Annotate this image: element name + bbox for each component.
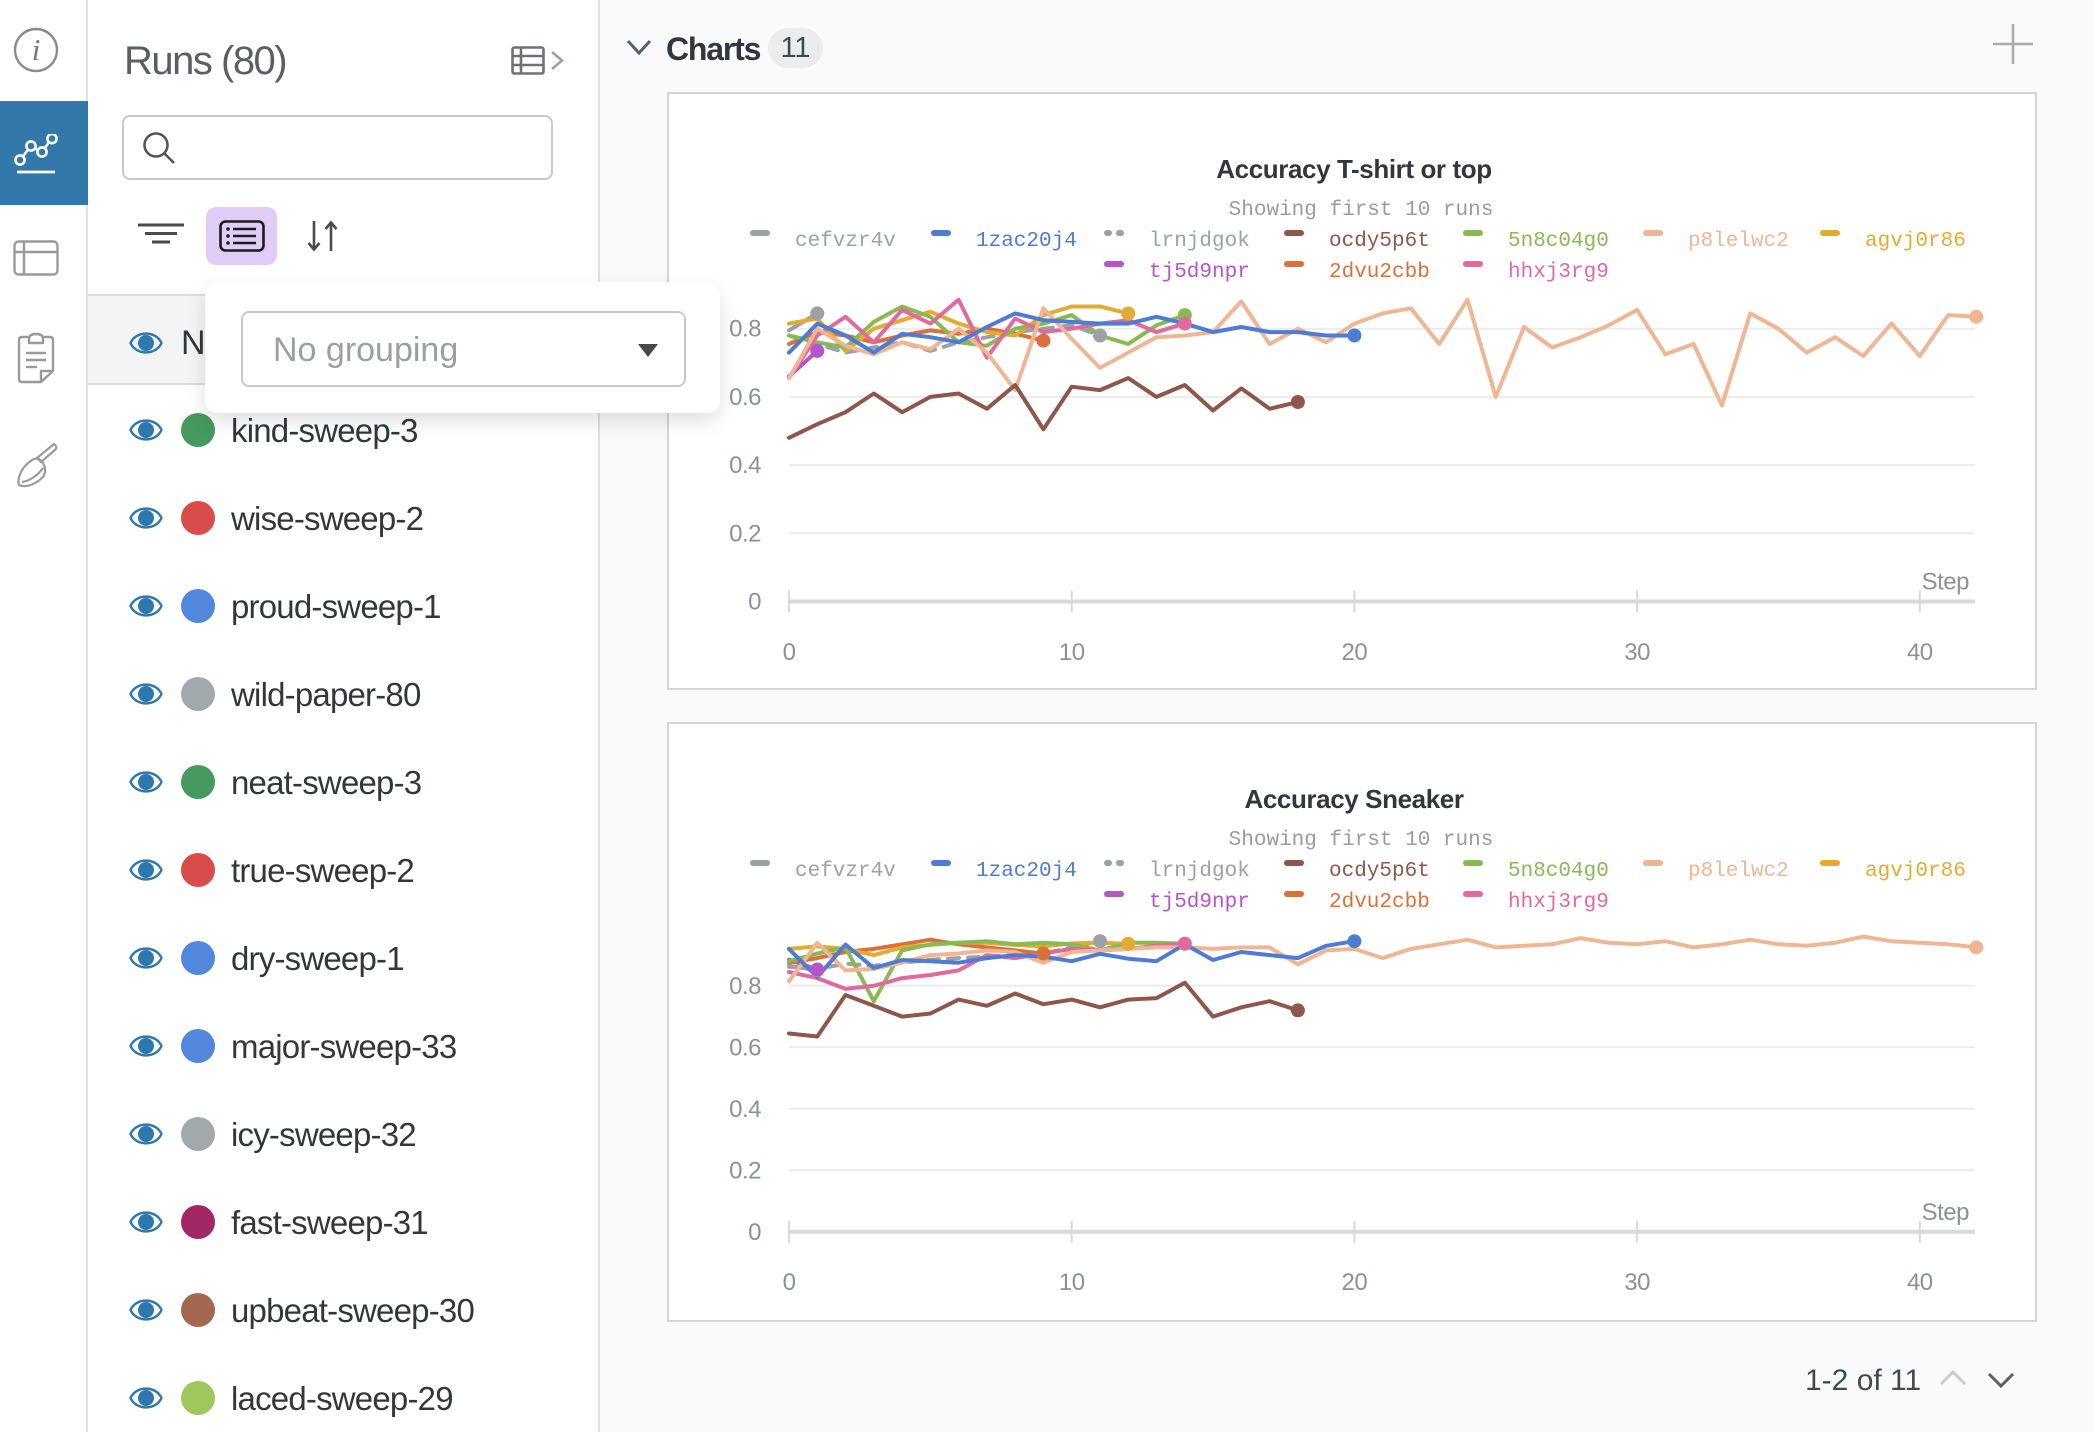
svg-text:1zac20j4: 1zac20j4 [976, 230, 1077, 253]
svg-text:lrnjdgok: lrnjdgok [1149, 860, 1250, 883]
svg-text:Accuracy T-shirt or top: Accuracy T-shirt or top [1216, 154, 1491, 184]
svg-text:20: 20 [1342, 639, 1368, 666]
svg-text:Showing first 10 runs: Showing first 10 runs [1229, 829, 1494, 852]
svg-text:30: 30 [1624, 1269, 1650, 1296]
svg-text:0: 0 [748, 589, 761, 616]
svg-text:0: 0 [783, 639, 796, 666]
svg-text:ocdy5p6t: ocdy5p6t [1329, 230, 1430, 253]
svg-text:0.6: 0.6 [729, 1034, 761, 1061]
svg-text:agvj0r86: agvj0r86 [1865, 230, 1966, 253]
svg-text:p8lelwc2: p8lelwc2 [1688, 230, 1789, 253]
svg-text:tj5d9npr: tj5d9npr [1149, 261, 1250, 284]
svg-text:0: 0 [748, 1219, 761, 1246]
svg-text:0.4: 0.4 [729, 1096, 761, 1123]
svg-text:hhxj3rg9: hhxj3rg9 [1508, 891, 1609, 914]
svg-text:0.6: 0.6 [729, 384, 761, 411]
svg-text:10: 10 [1059, 1269, 1085, 1296]
svg-text:5n8c04g0: 5n8c04g0 [1508, 860, 1609, 883]
svg-text:Step: Step [1922, 1199, 1970, 1226]
svg-text:cefvzr4v: cefvzr4v [795, 230, 896, 253]
svg-text:ocdy5p6t: ocdy5p6t [1329, 860, 1430, 883]
svg-text:0.8: 0.8 [729, 973, 761, 1000]
svg-text:5n8c04g0: 5n8c04g0 [1508, 230, 1609, 253]
svg-text:30: 30 [1624, 639, 1650, 666]
svg-text:i: i [32, 32, 41, 67]
svg-text:agvj0r86: agvj0r86 [1865, 860, 1966, 883]
svg-text:0.2: 0.2 [729, 1157, 761, 1184]
svg-text:0.8: 0.8 [729, 316, 761, 343]
svg-text:lrnjdgok: lrnjdgok [1149, 230, 1250, 253]
svg-text:2dvu2cbb: 2dvu2cbb [1329, 261, 1430, 284]
svg-text:0: 0 [783, 1269, 796, 1296]
svg-text:10: 10 [1059, 639, 1085, 666]
svg-text:0.2: 0.2 [729, 520, 761, 547]
svg-text:Showing first 10 runs: Showing first 10 runs [1229, 199, 1494, 222]
svg-text:cefvzr4v: cefvzr4v [795, 860, 896, 883]
svg-text:tj5d9npr: tj5d9npr [1149, 891, 1250, 914]
svg-text:p8lelwc2: p8lelwc2 [1688, 860, 1789, 883]
svg-text:20: 20 [1342, 1269, 1368, 1296]
svg-text:40: 40 [1907, 639, 1933, 666]
svg-text:Step: Step [1922, 569, 1970, 596]
svg-text:Accuracy Sneaker: Accuracy Sneaker [1244, 784, 1463, 814]
svg-text:hhxj3rg9: hhxj3rg9 [1508, 261, 1609, 284]
svg-text:2dvu2cbb: 2dvu2cbb [1329, 891, 1430, 914]
svg-text:40: 40 [1907, 1269, 1933, 1296]
svg-text:1zac20j4: 1zac20j4 [976, 860, 1077, 883]
svg-text:0.4: 0.4 [729, 452, 761, 479]
